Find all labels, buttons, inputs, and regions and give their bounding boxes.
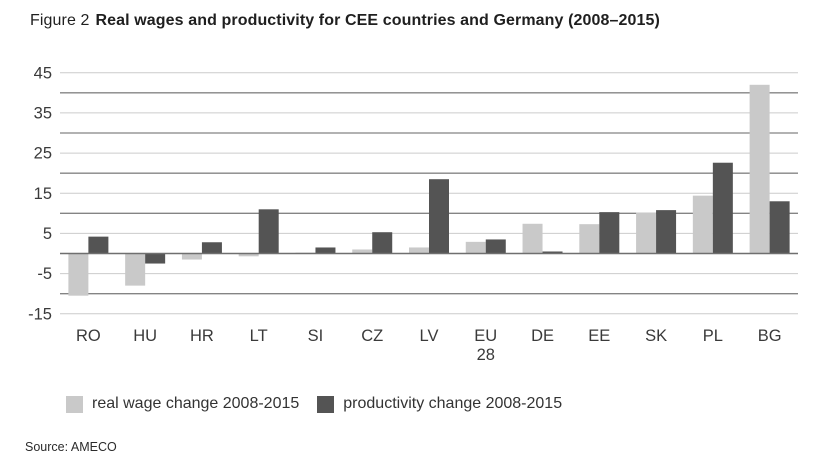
x-tick-label-BG: BG bbox=[758, 327, 782, 345]
y-tick-label-15: 15 bbox=[34, 185, 52, 203]
y-tick-label-5: 5 bbox=[43, 225, 52, 243]
bar-DE-productivity bbox=[542, 251, 563, 254]
y-tick-label-45: 45 bbox=[34, 64, 52, 82]
x-tick-label-LV: LV bbox=[420, 327, 439, 345]
bar-EE-productivity bbox=[599, 212, 620, 254]
bar-SI-productivity bbox=[315, 247, 336, 254]
bar-EU28-productivity bbox=[485, 239, 506, 254]
bar-BG-wage bbox=[749, 84, 770, 254]
x-tick-label-LT: LT bbox=[250, 327, 268, 345]
x-tick-label-HR: HR bbox=[190, 327, 214, 345]
bar-DE-wage bbox=[522, 223, 543, 254]
x-tick-label-PL: PL bbox=[703, 327, 723, 345]
bar-RO-productivity bbox=[88, 236, 109, 254]
x-tick-label-EE: EE bbox=[588, 327, 610, 345]
legend-swatch-real-wage bbox=[66, 395, 83, 413]
bar-CZ-productivity bbox=[372, 232, 393, 254]
bar-SK-productivity bbox=[656, 210, 677, 254]
bar-RO-wage bbox=[68, 253, 89, 296]
x-tick-label-SI: SI bbox=[308, 327, 324, 345]
bar-HR-wage bbox=[181, 253, 202, 260]
y-tick-label-35: 35 bbox=[34, 104, 52, 122]
bar-CZ-wage bbox=[352, 249, 373, 254]
y-tick-label-25: 25 bbox=[34, 145, 52, 163]
bar-LV-wage bbox=[409, 247, 429, 254]
figure-title: Figure 2 Real wages and productivity for … bbox=[30, 12, 660, 30]
bar-LT-productivity bbox=[258, 209, 279, 254]
bar-EU28-wage bbox=[465, 241, 486, 254]
figure-title-text: Real wages and productivity for CEE coun… bbox=[95, 12, 660, 29]
legend-label-real-wage: real wage change 2008-2015 bbox=[92, 395, 300, 412]
bar-chart: 45 35 25 15 5 -5 -15 RO HU HR LT SI CZ LV EU 28 DE EE SK PL… bbox=[28, 64, 798, 364]
x-tick-label-EU28: EU 28 bbox=[474, 327, 497, 364]
bar-LT-wage bbox=[238, 253, 259, 257]
bar-PL-wage bbox=[692, 195, 713, 254]
y-tick-label--15: -15 bbox=[28, 305, 52, 323]
legend-swatch-productivity bbox=[317, 395, 335, 413]
bar-SK-wage bbox=[636, 212, 657, 254]
x-tick-label-SK: SK bbox=[645, 327, 667, 345]
bar-BG-productivity bbox=[769, 201, 790, 254]
x-tick-label-CZ: CZ bbox=[361, 327, 383, 345]
legend-label-productivity: productivity change 2008-2015 bbox=[343, 395, 563, 412]
bar-PL-productivity bbox=[712, 162, 733, 254]
bar-HU-wage bbox=[125, 253, 146, 286]
legend-item-productivity: productivity change 2008-2015 bbox=[317, 395, 562, 413]
bar-HU-productivity bbox=[145, 253, 166, 264]
legend-item-real-wage: real wage change 2008-2015 bbox=[66, 395, 299, 413]
x-tick-label-DE: DE bbox=[531, 327, 554, 345]
x-tick-label-HU: HU bbox=[133, 327, 157, 345]
bar-LV-productivity bbox=[429, 179, 449, 254]
x-tick-label-RO: RO bbox=[76, 327, 101, 345]
y-tick-label--5: -5 bbox=[37, 265, 52, 283]
chart-legend: real wage change 2008-2015 productivity … bbox=[66, 395, 570, 413]
bar-EE-wage bbox=[579, 224, 600, 254]
figure-number: Figure 2 bbox=[30, 12, 90, 29]
bar-HR-productivity bbox=[201, 242, 222, 254]
source-note: Source: AMECO bbox=[25, 440, 117, 454]
